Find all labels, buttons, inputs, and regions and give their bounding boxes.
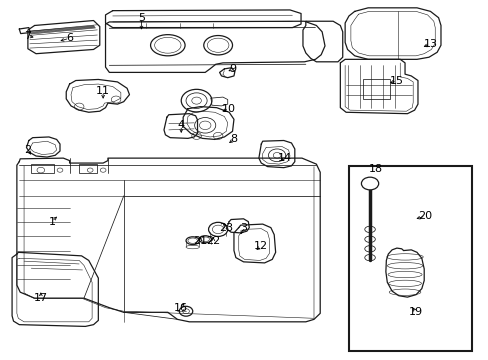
Text: 10: 10 — [222, 104, 236, 114]
Text: 6: 6 — [66, 33, 73, 43]
Text: 14: 14 — [278, 153, 292, 163]
Text: 9: 9 — [229, 64, 236, 74]
Text: 19: 19 — [408, 307, 422, 317]
Text: 4: 4 — [177, 120, 184, 130]
Text: 22: 22 — [206, 236, 220, 246]
Text: 5: 5 — [138, 13, 144, 23]
Text: 7: 7 — [24, 31, 31, 41]
Bar — [348, 166, 471, 351]
Bar — [363, 80, 389, 99]
Text: 1: 1 — [48, 217, 55, 227]
Text: 21: 21 — [193, 236, 207, 246]
Text: 18: 18 — [368, 164, 383, 174]
Text: 15: 15 — [389, 76, 403, 86]
Text: 20: 20 — [418, 211, 432, 221]
Text: 16: 16 — [174, 303, 188, 313]
Text: 8: 8 — [230, 134, 237, 144]
Circle shape — [361, 177, 378, 190]
Text: 17: 17 — [34, 293, 48, 303]
Text: 2: 2 — [24, 145, 31, 155]
Bar — [31, 164, 54, 173]
Text: 11: 11 — [96, 86, 110, 96]
Bar — [79, 164, 97, 173]
Text: 12: 12 — [254, 241, 268, 251]
Text: 13: 13 — [423, 39, 437, 49]
Text: 3: 3 — [240, 223, 247, 233]
Text: 23: 23 — [219, 222, 233, 233]
